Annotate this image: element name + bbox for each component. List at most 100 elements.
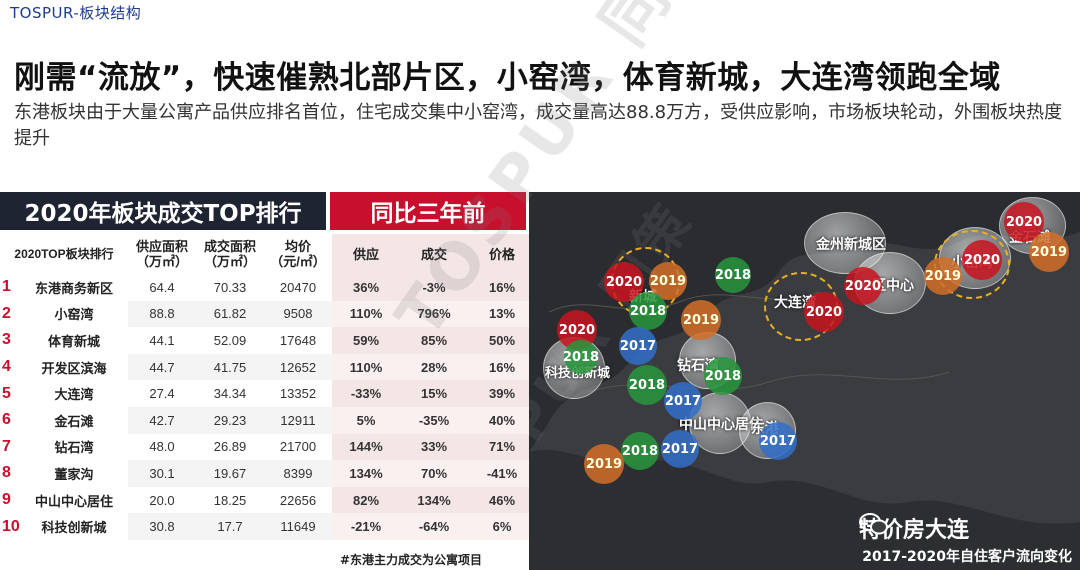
row-yoy-price: 6% xyxy=(468,513,536,540)
row-supply-area: 27.4 xyxy=(149,386,175,402)
row-deal-area: 61.82 xyxy=(196,300,264,328)
col-header-rank: 2020TOP板块排行 xyxy=(14,246,114,261)
row-yoy-price: -41% xyxy=(468,460,536,487)
row-yoy-deal: 85% xyxy=(400,327,468,354)
wechat-icon xyxy=(859,513,888,535)
row-yoy-price: 46% xyxy=(468,486,536,514)
row-deal-area: 52.09 xyxy=(213,332,247,348)
row-deal-area: 17.7 xyxy=(196,513,264,540)
row-avg-price: 9508 xyxy=(264,300,332,328)
row-yoy-supply: 110% xyxy=(332,300,400,328)
table-row: 9 中山中心居住 20.0 18.25 22656 82% 134% 46% xyxy=(0,486,536,514)
label-zhongshan: 中山中心居住 xyxy=(679,417,763,433)
table-row: 3 体育新城 44.1 52.09 17648 59% 85% 50% xyxy=(0,327,536,354)
table-header-yoy: 同比三年前 xyxy=(330,192,526,230)
row-rank: 6 xyxy=(2,411,11,429)
row-rank: 5 xyxy=(2,384,11,402)
bubble-2020: 2020 xyxy=(844,267,882,305)
row-rank: 7 xyxy=(2,437,11,455)
bubble-2017: 2017 xyxy=(664,382,702,420)
row-area-name: 东港商务新区 xyxy=(34,280,113,296)
row-rank: 3 xyxy=(2,331,11,349)
row-area-name: 开发区滨海 xyxy=(41,360,107,376)
table-row: 2 小窑湾 88.8 61.82 9508 110% 796% 13% xyxy=(0,300,536,328)
row-yoy-deal: 796% xyxy=(400,300,468,328)
bubble-2018: 2018 xyxy=(621,432,659,470)
bubble-2018: 2018 xyxy=(629,292,667,330)
row-supply-area: 48.0 xyxy=(149,439,175,455)
row-avg-price: 22656 xyxy=(279,492,317,508)
row-deal-area: 34.34 xyxy=(213,386,247,402)
map-caption: 2017-2020年自住客户流向变化 xyxy=(862,549,1072,565)
table-footnote: #东港主力成交为公寓项目 xyxy=(340,553,483,567)
page-title: 刚需“流放”，快速催熟北部片区，小窑湾，体育新城，大连湾领跑全域 xyxy=(14,60,1001,96)
row-avg-price: 8399 xyxy=(264,460,332,487)
col-header-supply-area: 供应面积 （万㎡） xyxy=(135,239,188,269)
bubble-2017: 2017 xyxy=(661,430,699,468)
row-area-name: 董家沟 xyxy=(54,466,94,482)
page-subtitle: 东港板块由于大量公寓产品供应排名首位，住宅成交集中小窑湾，成交量高达88.8万方… xyxy=(14,102,1063,149)
row-yoy-deal: -35% xyxy=(400,406,468,434)
row-yoy-supply: 5% xyxy=(332,406,400,434)
label-jinzhou: 金州新城区 xyxy=(816,237,886,253)
row-area-name: 钻石湾 xyxy=(54,440,94,456)
row-avg-price: 12652 xyxy=(264,353,332,381)
row-rank: 8 xyxy=(2,464,11,482)
row-deal-area: 41.75 xyxy=(196,353,264,381)
row-rank: 9 xyxy=(2,491,11,509)
table-row: 10 科技创新城 30.8 17.7 11649 -21% -64% 6% xyxy=(0,513,536,540)
row-supply-area: 42.7 xyxy=(128,406,196,434)
row-area-name: 体育新城 xyxy=(47,333,100,349)
wechat-badge: 特价房大连 xyxy=(859,512,969,544)
row-yoy-deal: 70% xyxy=(400,460,468,487)
ranking-table: 2020TOP板块排行 供应面积 （万㎡） 成交面积 （万㎡） 均价 （元/㎡）… xyxy=(0,234,536,540)
row-yoy-price: 40% xyxy=(468,406,536,434)
col-header-yoy-price: 价格 xyxy=(468,234,536,274)
row-yoy-deal: 28% xyxy=(400,353,468,381)
row-deal-area: 29.23 xyxy=(196,406,264,434)
row-yoy-supply: 110% xyxy=(332,353,400,381)
row-yoy-supply: 134% xyxy=(332,460,400,487)
row-rank: 2 xyxy=(2,304,11,322)
bubble-2019: 2019 xyxy=(1029,232,1069,272)
row-area-name: 金石滩 xyxy=(54,413,94,429)
row-yoy-price: 13% xyxy=(468,300,536,328)
row-deal-area: 18.25 xyxy=(213,492,247,508)
bubble-2018: 2018 xyxy=(563,340,599,374)
row-avg-price: 13352 xyxy=(279,386,317,402)
row-yoy-supply: 144% xyxy=(332,433,400,461)
col-header-deal-area: 成交面积 （万㎡） xyxy=(203,239,256,269)
table-row: 7 钻石湾 48.0 26.89 21700 144% 33% 71% xyxy=(0,433,536,461)
label-district-center: 区中心 xyxy=(872,278,914,294)
row-yoy-price: 16% xyxy=(468,274,536,301)
bubble-2019: 2019 xyxy=(649,262,687,300)
row-yoy-price: 71% xyxy=(468,433,536,461)
row-supply-area: 20.0 xyxy=(149,492,175,508)
row-yoy-price: 50% xyxy=(468,327,536,354)
row-yoy-supply: 36% xyxy=(332,274,400,301)
row-yoy-price: 16% xyxy=(468,353,536,381)
row-deal-area: 70.33 xyxy=(213,279,247,295)
row-yoy-deal: 134% xyxy=(400,486,468,514)
table-row: 4 开发区滨海 44.7 41.75 12652 110% 28% 16% xyxy=(0,353,536,381)
row-avg-price: 11649 xyxy=(264,513,332,540)
table-row: 1 东港商务新区 64.4 70.33 20470 36% -3% 16% xyxy=(0,274,536,301)
region-map: TOSPUR 同策 金州新城区 新城 大连湾 小窑湾 区中心 金石滩 科技创新城… xyxy=(529,192,1080,570)
row-yoy-supply: 82% xyxy=(332,486,400,514)
row-avg-price: 20470 xyxy=(279,279,317,295)
row-rank: 4 xyxy=(2,358,11,376)
table-header-ranking: 2020年板块成交TOP排行 xyxy=(0,192,326,230)
bubble-2017: 2017 xyxy=(759,422,797,460)
row-yoy-deal: -64% xyxy=(400,513,468,540)
row-yoy-supply: -33% xyxy=(332,380,400,407)
row-avg-price: 21700 xyxy=(279,439,317,455)
row-yoy-supply: -21% xyxy=(332,513,400,540)
row-area-name: 中山中心居住 xyxy=(34,493,113,509)
row-supply-area: 30.1 xyxy=(128,460,196,487)
row-area-name: 小窑湾 xyxy=(54,307,94,323)
row-rank: 10 xyxy=(2,517,20,535)
bubble-2018: 2018 xyxy=(627,365,667,405)
row-supply-area: 44.1 xyxy=(149,332,175,348)
row-avg-price: 12911 xyxy=(264,406,332,434)
bubble-2017: 2017 xyxy=(619,327,657,365)
